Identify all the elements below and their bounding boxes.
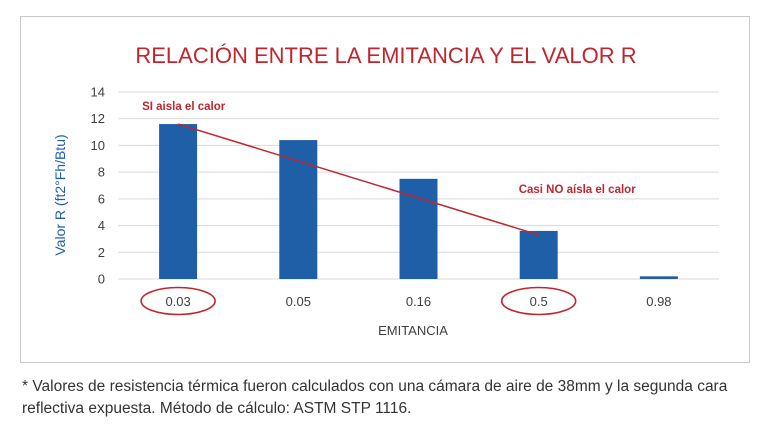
bar-0.98 (639, 276, 678, 279)
y-tick-label: 14 (91, 85, 105, 100)
y-tick-label: 12 (91, 111, 105, 126)
bar-0.5 (519, 230, 558, 279)
y-tick-label: 0 (98, 272, 105, 287)
y-tick-label: 6 (98, 191, 105, 206)
highlight-circle (140, 286, 216, 316)
y-tick-label: 2 (98, 245, 105, 260)
bar-0.03 (159, 124, 198, 279)
y-axis-title: Valor R (ft2°Fh/Btu) (52, 134, 68, 255)
y-tick-label: 8 (98, 165, 105, 180)
x-tick-label: 0.98 (646, 294, 671, 309)
x-tick-label: 0.5 (530, 294, 548, 309)
chart-frame: RELACIÓN ENTRE LA EMITANCIA Y EL VALOR R… (20, 16, 750, 363)
x-tick-label: 0.03 (165, 294, 190, 309)
annotation-label: SI aisla el calor (142, 101, 226, 113)
emittance-r-value-chart: RELACIÓN ENTRE LA EMITANCIA Y EL VALOR R… (52, 43, 719, 338)
x-tick-label: 0.05 (286, 294, 311, 309)
chart-title: RELACIÓN ENTRE LA EMITANCIA Y EL VALOR R (135, 43, 636, 68)
footnote: * Valores de resistencia térmica fueron … (22, 378, 728, 417)
x-tick-label: 0.16 (406, 294, 431, 309)
y-tick-label: 10 (91, 138, 105, 153)
x-axis-title: EMITANCIA (378, 323, 448, 338)
y-tick-label: 4 (98, 218, 105, 233)
trend-line (177, 123, 539, 236)
bar-0.05 (279, 140, 318, 279)
annotation-label: Casi NO aísla el calor (519, 184, 637, 196)
bar-0.16 (399, 178, 438, 279)
highlight-circle (500, 286, 577, 316)
